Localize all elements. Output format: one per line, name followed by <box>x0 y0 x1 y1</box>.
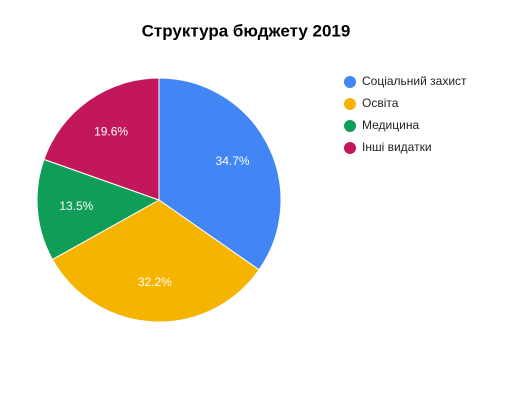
slice-label: 13.5% <box>59 199 93 213</box>
slice-label: 19.6% <box>94 124 128 138</box>
chart-title: Структура бюджету 2019 <box>142 21 351 40</box>
legend-marker <box>344 98 356 110</box>
legend-marker <box>344 76 356 88</box>
pie-slice <box>158 77 282 271</box>
legend-label: Соціальний захист <box>362 74 467 88</box>
legend-marker <box>344 142 356 154</box>
legend-label: Медицина <box>362 118 419 132</box>
pie-slice <box>36 158 161 261</box>
legend-label: Освіта <box>362 96 399 110</box>
pie-slice <box>43 77 160 201</box>
slice-label: 34.7% <box>216 154 250 168</box>
slice-label: 32.2% <box>138 275 172 289</box>
pie-slice <box>51 199 260 323</box>
legend-marker <box>344 120 356 132</box>
legend-label: Інші видатки <box>362 140 432 154</box>
